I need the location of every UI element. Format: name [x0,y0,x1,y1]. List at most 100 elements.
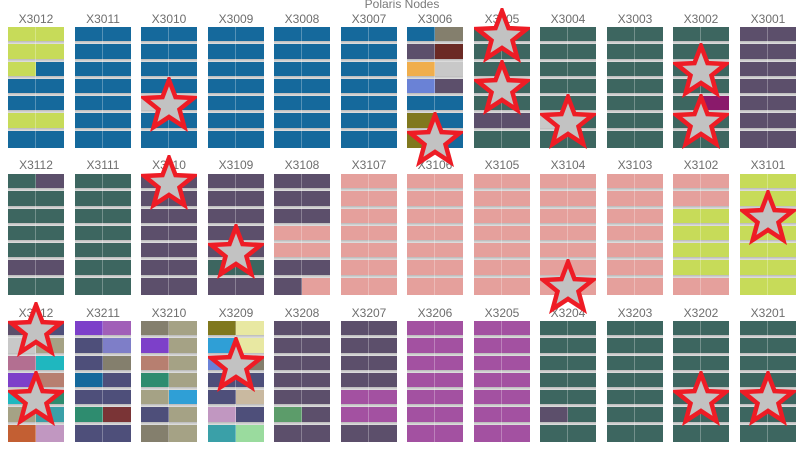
node-slot[interactable] [103,96,131,113]
node-slot[interactable] [768,96,796,113]
node-slot[interactable] [274,62,302,79]
rack-x3204[interactable] [540,321,596,442]
node-slot[interactable] [208,390,236,407]
node-slot[interactable] [740,191,768,209]
node-slot[interactable] [208,278,236,295]
node-slot[interactable] [740,278,768,295]
node-slot[interactable] [502,321,530,338]
node-slot[interactable] [740,96,768,113]
node-slot[interactable] [568,174,596,191]
node-slot[interactable] [740,260,768,278]
node-slot[interactable] [435,390,463,407]
node-slot[interactable] [369,338,397,356]
node-slot[interactable] [169,131,197,148]
node-slot[interactable] [236,191,264,209]
node-slot[interactable] [341,113,369,131]
node-slot[interactable] [208,44,236,62]
node-slot[interactable] [435,321,463,338]
node-slot[interactable] [341,407,369,425]
node-slot[interactable] [607,226,635,243]
node-slot[interactable] [568,373,596,390]
node-slot[interactable] [407,226,435,243]
alert-star-icon[interactable] [141,154,197,211]
node-slot[interactable] [36,260,64,278]
node-slot[interactable] [607,260,635,278]
node-slot[interactable] [141,44,169,62]
node-slot[interactable] [540,407,568,425]
node-slot[interactable] [768,62,796,79]
node-slot[interactable] [369,209,397,226]
node-slot[interactable] [673,191,701,209]
node-slot[interactable] [369,131,397,148]
node-slot[interactable] [435,113,463,131]
node-slot[interactable] [768,44,796,62]
node-slot[interactable] [369,79,397,96]
node-slot[interactable] [141,425,169,442]
node-slot[interactable] [302,44,330,62]
node-slot[interactable] [635,131,663,148]
node-slot[interactable] [369,243,397,260]
node-slot[interactable] [635,191,663,209]
node-slot[interactable] [302,390,330,407]
node-slot[interactable] [369,260,397,278]
node-slot[interactable] [75,191,103,209]
node-slot[interactable] [607,390,635,407]
node-slot[interactable] [474,260,502,278]
node-slot[interactable] [502,209,530,226]
node-slot[interactable] [435,356,463,373]
node-slot[interactable] [341,321,369,338]
node-slot[interactable] [302,373,330,390]
node-slot[interactable] [568,27,596,44]
node-slot[interactable] [302,243,330,260]
node-slot[interactable] [208,338,236,356]
node-slot[interactable] [474,338,502,356]
node-slot[interactable] [75,407,103,425]
node-slot[interactable] [768,321,796,338]
node-slot[interactable] [568,96,596,113]
node-slot[interactable] [568,356,596,373]
alert-star-icon[interactable] [8,301,64,358]
node-slot[interactable] [8,44,36,62]
node-slot[interactable] [274,243,302,260]
node-slot[interactable] [169,226,197,243]
node-slot[interactable] [36,209,64,226]
node-slot[interactable] [568,79,596,96]
node-slot[interactable] [36,226,64,243]
node-slot[interactable] [435,425,463,442]
node-slot[interactable] [8,62,36,79]
alert-star-icon[interactable] [740,370,796,427]
node-slot[interactable] [302,209,330,226]
node-slot[interactable] [407,390,435,407]
alert-star-icon[interactable] [208,336,264,393]
node-slot[interactable] [369,174,397,191]
node-slot[interactable] [169,356,197,373]
node-slot[interactable] [673,243,701,260]
node-slot[interactable] [568,425,596,442]
node-slot[interactable] [673,174,701,191]
node-slot[interactable] [369,390,397,407]
node-slot[interactable] [302,321,330,338]
node-slot[interactable] [208,131,236,148]
node-slot[interactable] [8,278,36,295]
node-slot[interactable] [673,96,701,113]
node-slot[interactable] [236,209,264,226]
node-slot[interactable] [75,209,103,226]
node-slot[interactable] [768,174,796,191]
node-slot[interactable] [635,356,663,373]
node-slot[interactable] [169,260,197,278]
node-slot[interactable] [141,373,169,390]
node-slot[interactable] [635,390,663,407]
node-slot[interactable] [502,226,530,243]
node-slot[interactable] [75,425,103,442]
node-slot[interactable] [635,321,663,338]
node-slot[interactable] [36,425,64,442]
node-slot[interactable] [236,338,264,356]
node-slot[interactable] [141,321,169,338]
node-slot[interactable] [369,321,397,338]
node-slot[interactable] [407,44,435,62]
node-slot[interactable] [407,338,435,356]
node-slot[interactable] [36,62,64,79]
node-slot[interactable] [274,191,302,209]
alert-star-icon[interactable] [540,258,596,315]
node-slot[interactable] [369,226,397,243]
